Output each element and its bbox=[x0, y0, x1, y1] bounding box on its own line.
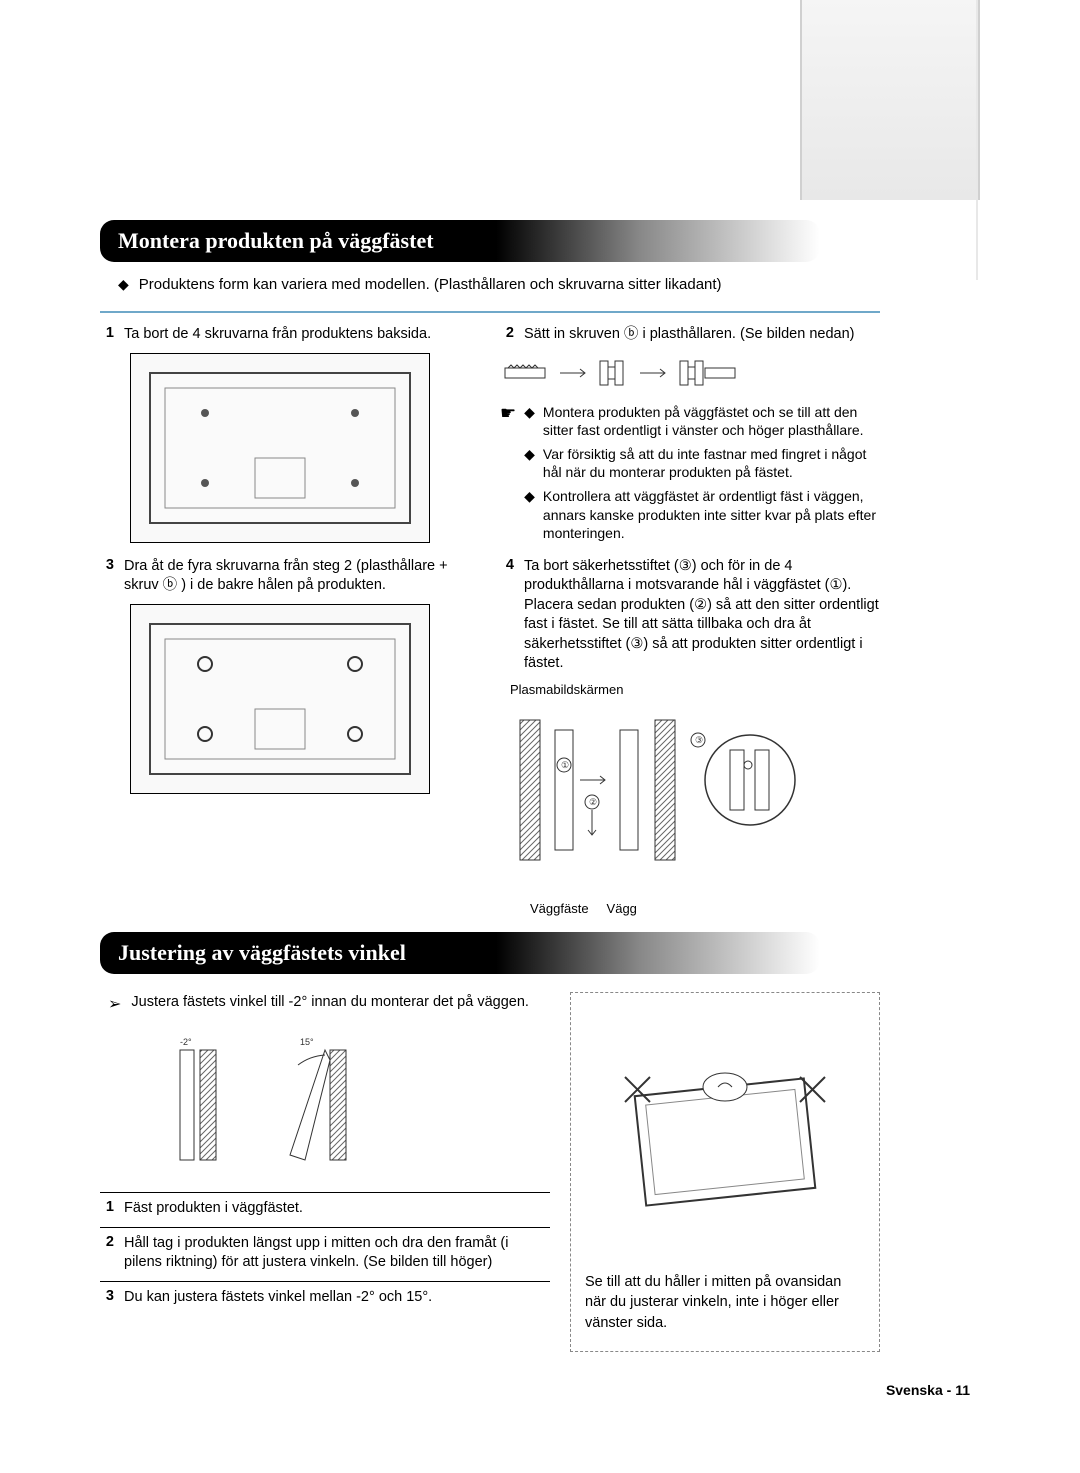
step-3: 3 Dra åt de fyra skruvarna från steg 2 (… bbox=[100, 557, 480, 596]
page-footer: Svenska - 11 bbox=[100, 1382, 980, 1398]
box-caption: Se till att du håller i mitten på ovansi… bbox=[585, 1272, 865, 1333]
section1-title: Montera produkten på väggfästet bbox=[100, 220, 820, 262]
step-text: Du kan justera fästets vinkel mellan -2°… bbox=[124, 1288, 550, 1308]
section1-intro: ◆ Produktens form kan variera med modell… bbox=[100, 272, 980, 307]
step-4: 4 Ta bort säkerhetsstiftet (③) och för i… bbox=[500, 557, 880, 674]
step-number: 3 bbox=[100, 557, 124, 573]
svg-text:②: ② bbox=[589, 797, 597, 807]
caption-plasma: Plasmabildskärmen bbox=[510, 682, 880, 697]
step-text: Ta bort de 4 skruvarna från produktens b… bbox=[124, 325, 480, 345]
step-text: Fäst produkten i väggfästet. bbox=[124, 1199, 550, 1219]
page-root: Montera produkten på väggfästet ◆ Produk… bbox=[0, 0, 1080, 1438]
mount-svg: ① ② ③ bbox=[510, 710, 810, 880]
figure-mount-diagram: ① ② ③ bbox=[510, 705, 810, 885]
figure-tilt-tv bbox=[595, 1042, 855, 1242]
section2-intro-text: Justera fästets vinkel till -2° innan du… bbox=[131, 994, 529, 1010]
step-number: 1 bbox=[100, 325, 124, 341]
divider-thin bbox=[100, 1281, 550, 1282]
tilt-svg bbox=[600, 1047, 850, 1237]
diamond-bullet-icon: ◆ bbox=[118, 276, 129, 293]
s2-step-2: 2 Håll tag i produkten längst upp i mitt… bbox=[100, 1234, 550, 1273]
step-number: 2 bbox=[100, 1234, 124, 1250]
figure-tv-back-1 bbox=[130, 353, 430, 543]
note-text: Montera produkten på väggfästet och se t… bbox=[543, 403, 880, 439]
step-number: 4 bbox=[500, 557, 524, 573]
diamond-bullet-icon: ◆ bbox=[524, 403, 535, 439]
step-1: 1 Ta bort de 4 skruvarna från produktens… bbox=[100, 325, 480, 345]
caption-wall: Vägg bbox=[607, 901, 637, 916]
section2-left: ➢ Justera fästets vinkel till -2° innan … bbox=[100, 992, 550, 1352]
svg-text:③: ③ bbox=[695, 735, 703, 745]
figure-screw-assembly bbox=[500, 353, 760, 393]
diamond-bullet-icon: ◆ bbox=[524, 445, 535, 481]
content-area: Montera produkten på väggfästet ◆ Produk… bbox=[100, 220, 980, 1398]
step-text: Håll tag i produkten längst upp i mitten… bbox=[124, 1234, 550, 1273]
tv-back-svg bbox=[140, 363, 420, 533]
decorative-sidebar bbox=[800, 0, 980, 200]
figure-tv-back-2 bbox=[130, 604, 430, 794]
step-number: 2 bbox=[500, 325, 524, 341]
s2-step-1: 1 Fäst produkten i väggfästet. bbox=[100, 1199, 550, 1219]
svg-text:-2°: -2° bbox=[180, 1037, 192, 1047]
note-item: ◆Kontrollera att väggfästet är ordentlig… bbox=[524, 487, 880, 542]
note-text: Var försiktig så att du inte fastnar med… bbox=[543, 445, 880, 481]
figure-angle-diagram: -2° 15° bbox=[150, 1030, 390, 1180]
note-item: ◆Montera produkten på väggfästet och se … bbox=[524, 403, 880, 439]
step-number: 3 bbox=[100, 1288, 124, 1304]
section2-body: ➢ Justera fästets vinkel till -2° innan … bbox=[100, 992, 880, 1352]
s2-step-3: 3 Du kan justera fästets vinkel mellan -… bbox=[100, 1288, 550, 1308]
step-text: Sätt in skruven ⓑ i plasthållaren. (Se b… bbox=[524, 325, 880, 345]
section1-intro-text: Produktens form kan variera med modellen… bbox=[139, 276, 722, 293]
pointing-hand-icon: ☛ bbox=[500, 403, 516, 424]
tv-back-svg-2 bbox=[140, 614, 420, 784]
section2-right-box: Se till att du håller i mitten på ovansi… bbox=[570, 992, 880, 1352]
divider-blue bbox=[100, 311, 880, 313]
caption-bracket: Väggfäste bbox=[530, 901, 589, 916]
arrow-icon: ➢ bbox=[108, 994, 121, 1014]
step-text: Dra åt de fyra skruvarna från steg 2 (pl… bbox=[124, 557, 480, 596]
diamond-bullet-icon: ◆ bbox=[524, 487, 535, 542]
svg-text:15°: 15° bbox=[300, 1037, 314, 1047]
step-number: 1 bbox=[100, 1199, 124, 1215]
step-text: Ta bort säkerhetsstiftet (③) och för in … bbox=[524, 557, 880, 674]
section2-title: Justering av väggfästets vinkel bbox=[100, 932, 820, 974]
step-2: 2 Sätt in skruven ⓑ i plasthållaren. (Se… bbox=[500, 325, 880, 345]
svg-text:①: ① bbox=[561, 760, 569, 770]
divider-thin bbox=[100, 1227, 550, 1228]
note-text: Kontrollera att väggfästet är ordentligt… bbox=[543, 487, 880, 542]
col-right-2: 4 Ta bort säkerhetsstiftet (③) och för i… bbox=[500, 557, 880, 918]
warning-notes: ☛ ◆Montera produkten på väggfästet och s… bbox=[500, 403, 880, 548]
col-left-1: 1 Ta bort de 4 skruvarna från produktens… bbox=[100, 325, 480, 557]
screw-svg bbox=[500, 353, 760, 393]
angle-svg: -2° 15° bbox=[150, 1030, 390, 1180]
steps-row-2: 3 Dra åt de fyra skruvarna från steg 2 (… bbox=[100, 557, 880, 918]
steps-row-1: 1 Ta bort de 4 skruvarna från produktens… bbox=[100, 325, 880, 557]
divider-thin bbox=[100, 1192, 550, 1193]
col-right-1: 2 Sätt in skruven ⓑ i plasthållaren. (Se… bbox=[500, 325, 880, 557]
col-left-2: 3 Dra åt de fyra skruvarna från steg 2 (… bbox=[100, 557, 480, 918]
note-item: ◆Var försiktig så att du inte fastnar me… bbox=[524, 445, 880, 481]
section2-intro: ➢ Justera fästets vinkel till -2° innan … bbox=[100, 992, 550, 1022]
